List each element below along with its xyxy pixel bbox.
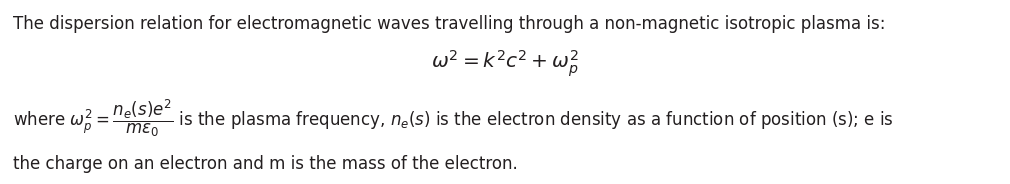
Text: $\omega^2 = k^2c^2 + \omega_p^2$: $\omega^2 = k^2c^2 + \omega_p^2$	[431, 48, 579, 79]
Text: The dispersion relation for electromagnetic waves travelling through a non-magne: The dispersion relation for electromagne…	[13, 15, 886, 33]
Text: the charge on an electron and m is the mass of the electron.: the charge on an electron and m is the m…	[13, 155, 518, 173]
Text: where $\omega_p^2 = \dfrac{n_e(s)e^2}{m\varepsilon_0}$ is the plasma frequency, : where $\omega_p^2 = \dfrac{n_e(s)e^2}{m\…	[13, 98, 894, 139]
